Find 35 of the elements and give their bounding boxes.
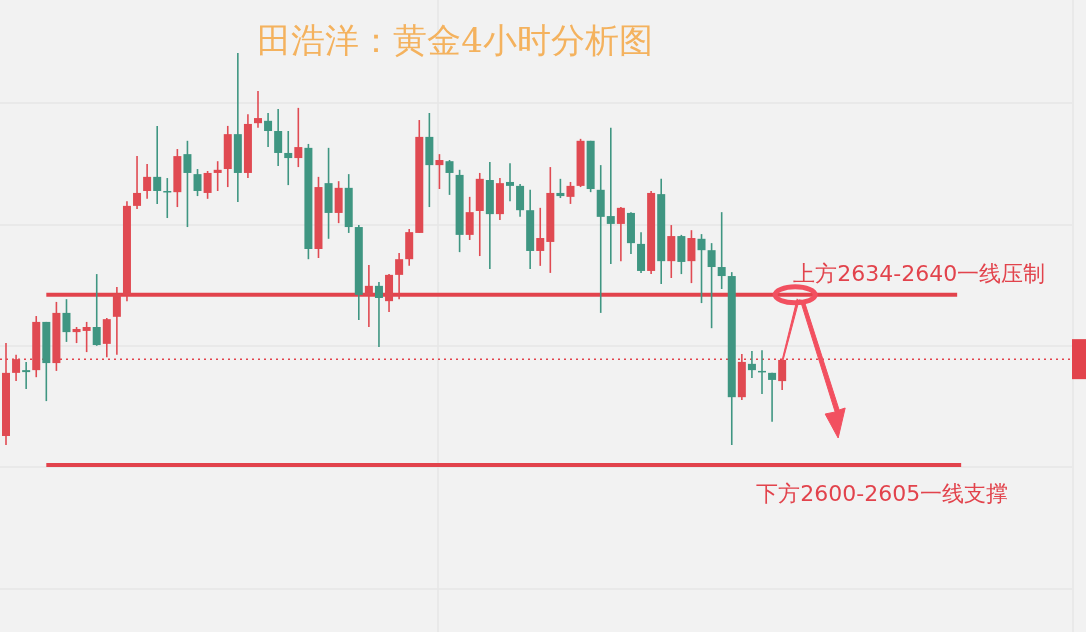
candlestick — [747, 350, 756, 379]
candlestick — [697, 233, 706, 304]
candlestick — [264, 112, 273, 148]
candlestick — [284, 130, 293, 186]
candlestick — [566, 181, 575, 205]
candlestick — [193, 168, 202, 197]
candlestick — [536, 207, 545, 267]
candlestick — [133, 155, 142, 210]
candlestick — [92, 273, 101, 347]
ref-line-label: 上方2634-2640一线压制 — [793, 260, 1046, 286]
candlestick — [717, 211, 726, 290]
candlestick — [22, 361, 31, 390]
ref-line-label: 下方2600-2605一线支撑 — [756, 480, 1009, 506]
candlestick — [254, 90, 262, 129]
candlestick — [616, 206, 625, 262]
candlestick — [435, 153, 444, 190]
candlestick — [506, 162, 514, 202]
candlestick — [62, 298, 71, 343]
chart-title: 田浩洋：黄金4小时分析图 — [257, 20, 653, 60]
candlestick — [153, 125, 162, 205]
candlestick — [203, 170, 212, 200]
candlestick — [374, 281, 383, 348]
candlestick — [465, 196, 474, 241]
candlestick — [768, 372, 777, 423]
candlestick — [82, 321, 91, 353]
candlestick — [143, 163, 152, 200]
candlestick — [445, 159, 454, 196]
candlestick — [556, 178, 565, 199]
candlestick — [687, 229, 696, 284]
candlestick — [183, 140, 192, 228]
candlestick — [606, 127, 615, 265]
candlestick — [294, 107, 303, 168]
candlestick — [213, 160, 222, 192]
candlestick — [274, 108, 283, 167]
candlestick — [707, 242, 716, 329]
